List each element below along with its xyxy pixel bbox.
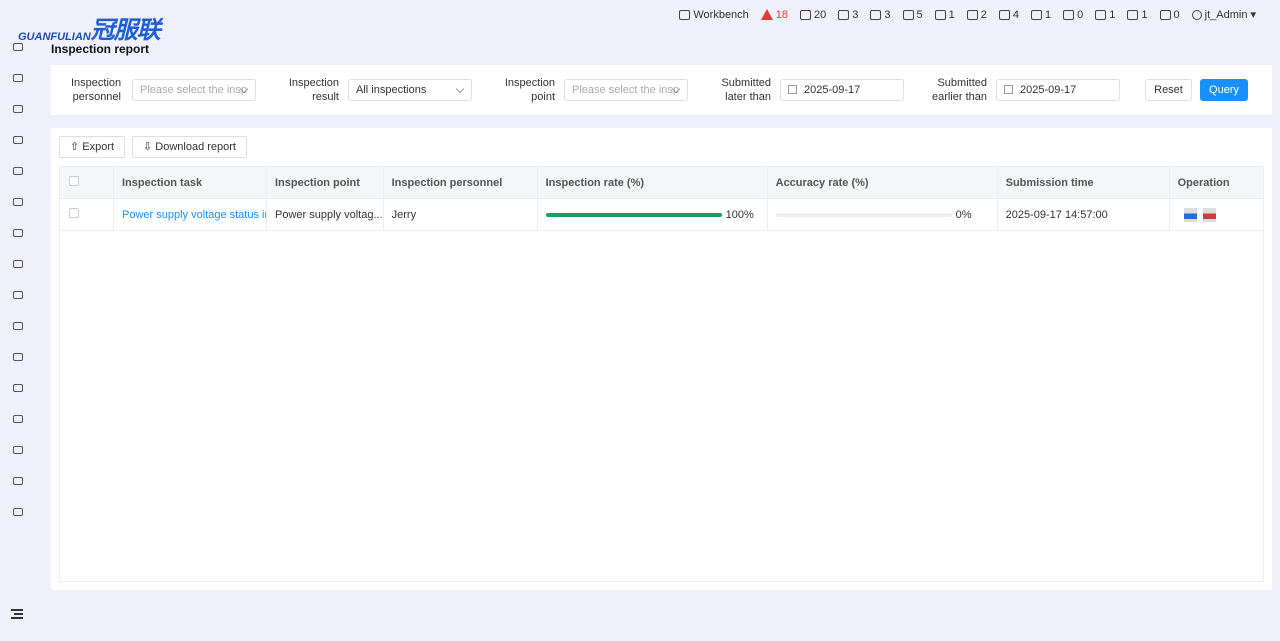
header-point: Inspection point: [266, 166, 384, 199]
status-stat-2[interactable]: 3: [870, 9, 891, 21]
device-icon: [1095, 9, 1107, 20]
later-label: Submitted later than: [721, 77, 771, 103]
sidebar-nav-icon[interactable]: [13, 415, 23, 423]
result-label: Inspection result: [288, 77, 339, 103]
device-icon: [1063, 9, 1075, 20]
status-stat-10[interactable]: 1: [1127, 9, 1148, 21]
menu-collapse-icon[interactable]: [11, 609, 23, 619]
earlier-label: Submitted earlier than: [931, 77, 987, 103]
sidebar-nav-icon[interactable]: [13, 105, 23, 113]
personnel-select[interactable]: Please select the insp: [132, 79, 256, 101]
warning-icon: [760, 9, 773, 20]
user-icon: [1191, 9, 1202, 20]
header-personnel: Inspection personnel: [382, 166, 538, 199]
status-stat-9[interactable]: 1: [1095, 9, 1115, 21]
alert-count[interactable]: 18: [760, 9, 788, 21]
calendar-icon: [1004, 85, 1013, 94]
sidebar-nav-icon[interactable]: [13, 446, 23, 454]
device-icon: [1127, 9, 1139, 20]
header-task: Inspection task: [113, 166, 267, 199]
device-icon: [998, 9, 1010, 20]
inspection-rate-bar: [545, 212, 722, 217]
device-icon: [1031, 9, 1043, 20]
sidebar-nav-icon[interactable]: [13, 291, 23, 299]
header-submission-time: Submission time: [996, 166, 1170, 199]
report-table: Inspection task Inspection point Inspect…: [59, 166, 1265, 231]
sidebar-nav-icon[interactable]: [13, 384, 23, 392]
page-title: Inspection report: [51, 42, 150, 56]
sidebar-nav-icon[interactable]: [13, 43, 23, 51]
sidebar-nav-icon[interactable]: [13, 229, 23, 237]
task-link[interactable]: Power supply voltage status insp: [122, 208, 267, 221]
status-stat-7[interactable]: 1: [1031, 9, 1051, 21]
export-button[interactable]: ⇧ Export: [59, 136, 126, 158]
status-stat-0[interactable]: 20: [800, 9, 826, 21]
later-date-input[interactable]: 2025-09-17: [780, 79, 904, 101]
result-select[interactable]: All inspections: [348, 79, 472, 101]
sidebar-nav-icon[interactable]: [13, 74, 23, 82]
status-stat-5[interactable]: 2: [966, 9, 987, 21]
status-stat-1[interactable]: 3: [838, 9, 858, 21]
download-report-button[interactable]: ⇩ Download report: [132, 136, 247, 158]
device-icon: [966, 9, 978, 20]
reset-button[interactable]: Reset: [1145, 79, 1192, 101]
sidebar-nav-icon[interactable]: [13, 136, 23, 144]
sidebar-nav-icon[interactable]: [13, 167, 23, 175]
device-icon: [902, 9, 914, 20]
sidebar-nav-icon[interactable]: [13, 260, 23, 268]
point-select[interactable]: Please select the insp: [564, 79, 688, 101]
sidebar-nav-icon[interactable]: [13, 322, 23, 330]
row-checkbox[interactable]: [69, 208, 79, 218]
chevron-down-icon: [455, 84, 465, 94]
workbench-link[interactable]: Workbench: [679, 9, 749, 21]
sidebar-nav-icon[interactable]: [13, 477, 23, 485]
personnel-cell: Jerry: [382, 198, 538, 231]
status-stat-6[interactable]: 4: [998, 9, 1019, 21]
sidebar-nav-icon[interactable]: [13, 353, 23, 361]
status-stat-4[interactable]: 1: [934, 9, 955, 21]
table-row: Power supply voltage status insp Power s…: [59, 198, 1265, 231]
status-stat-11[interactable]: 0: [1159, 9, 1180, 21]
time-cell: 2025-09-17 14:57:00: [996, 198, 1170, 231]
device-icon: [838, 9, 850, 20]
point-cell: Power supply voltag...: [266, 198, 384, 231]
logo: GUANFULIAN 冠服联: [18, 17, 161, 44]
sidebar-nav-icon[interactable]: [13, 198, 23, 206]
header-inspection-rate: Inspection rate (%): [536, 166, 768, 199]
device-icon: [870, 9, 882, 20]
header-operation: Operation: [1168, 166, 1265, 199]
report-card: ⇧ Export ⇩ Download report Inspection ta…: [51, 128, 1272, 590]
personnel-label: Inspection personnel: [71, 77, 122, 103]
device-icon: [1159, 9, 1171, 20]
user-menu[interactable]: jt_Admin ▾: [1191, 8, 1256, 21]
word-doc-icon[interactable]: [1183, 207, 1197, 222]
earlier-date-input[interactable]: 2025-09-17: [996, 79, 1120, 101]
point-label: Inspection point: [504, 77, 555, 103]
pdf-doc-icon[interactable]: [1202, 207, 1216, 222]
header-accuracy-rate: Accuracy rate (%): [766, 166, 998, 199]
status-stat-3[interactable]: 5: [902, 9, 923, 21]
monitor-icon: [679, 9, 691, 20]
query-button[interactable]: Query: [1200, 79, 1248, 101]
device-icon: [934, 9, 946, 20]
filter-panel: Inspection personnel Please select the i…: [51, 65, 1272, 115]
accuracy-rate-bar: [775, 212, 952, 217]
sidebar-nav-icon[interactable]: [13, 508, 23, 516]
calendar-icon: [788, 85, 797, 94]
select-all-checkbox[interactable]: [69, 176, 79, 186]
topbar: Workbench 18 20 3 3 5 1 2 4 1 0 1 1 0 jt_Admin ▾: [679, 8, 1256, 21]
device-icon: [800, 9, 812, 20]
status-stat-8[interactable]: 0: [1063, 9, 1083, 21]
